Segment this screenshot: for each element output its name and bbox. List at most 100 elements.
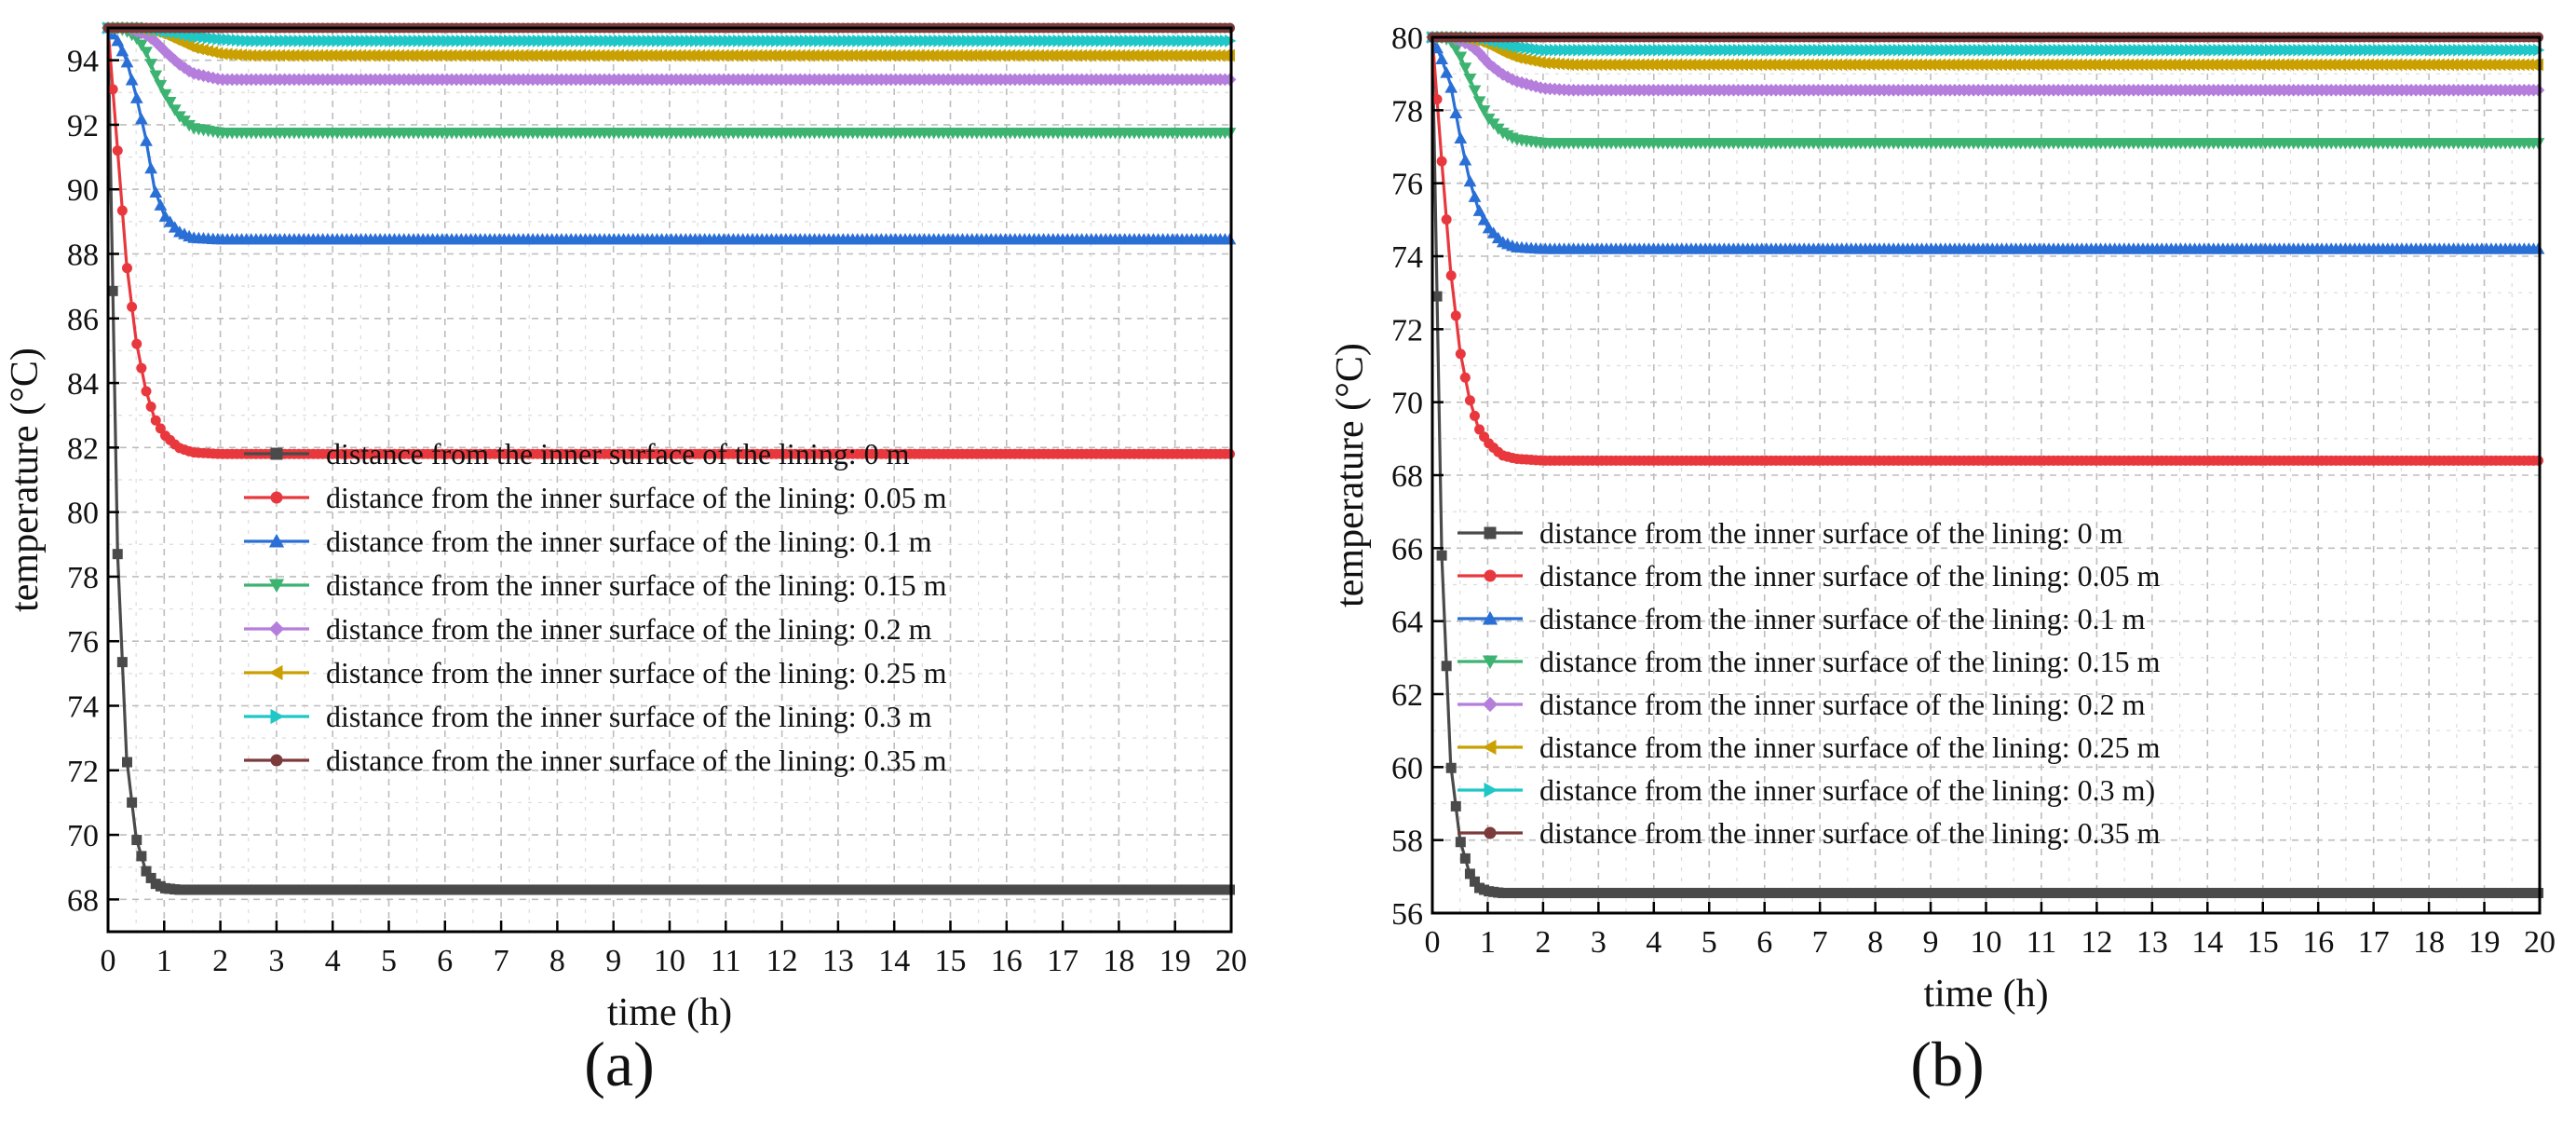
x-tick-label: 16 [2302, 925, 2334, 960]
data-point [1455, 837, 1466, 848]
legend-item: distance from the inner surface of the l… [244, 568, 947, 602]
legend-label: distance from the inner surface of the l… [326, 437, 910, 471]
data-point [141, 866, 152, 877]
data-point [1440, 66, 1454, 78]
data-point [149, 70, 163, 82]
data-point [107, 285, 118, 296]
x-tick-label: 3 [268, 944, 284, 978]
data-point [1224, 884, 1235, 895]
legend-item: distance from the inner surface of the l… [1457, 730, 2161, 764]
data-point [107, 84, 118, 95]
legend-item: distance from the inner surface of the l… [244, 437, 910, 471]
data-point [1445, 762, 1457, 773]
data-point [1223, 128, 1237, 140]
data-point [125, 74, 139, 86]
x-tick-label: 4 [325, 944, 341, 978]
data-point [211, 47, 224, 60]
legend-marker [1484, 526, 1497, 539]
legend-marker [270, 447, 283, 460]
data-point [1458, 154, 1472, 166]
x-tick-label: 20 [2524, 925, 2556, 960]
axis-ticks: 0 1 2 3 4 5 6 7 8 9 10 11 12 13 14 15 16 17 18 19 2068707274… [67, 45, 1247, 978]
data-point [1515, 52, 1527, 65]
x-tick-label: 9 [1923, 925, 1939, 960]
x-tick-label: 20 [1215, 944, 1247, 978]
legend-marker [268, 579, 285, 593]
series-b-6 [1427, 31, 2545, 57]
x-axis-label: time (h) [1923, 973, 2048, 1016]
data-point [1472, 96, 1486, 108]
series-b-5 [1426, 31, 2544, 72]
data-point [141, 386, 152, 397]
x-tick-label: 4 [1646, 925, 1661, 960]
data-point [1463, 74, 1477, 86]
y-tick-label: 84 [67, 367, 99, 402]
data-point [1534, 56, 1546, 69]
data-point [1430, 41, 1444, 54]
series-a-6 [102, 21, 1237, 48]
data-point [140, 47, 153, 59]
y-tick-label: 74 [1391, 240, 1423, 275]
legend-label: distance from the inner surface of the l… [1539, 602, 2146, 635]
data-point [115, 45, 129, 57]
data-point [1459, 853, 1471, 864]
y-tick-label: 70 [1391, 387, 1423, 421]
y-tick-label: 58 [1391, 825, 1423, 859]
x-tick-label: 12 [2081, 925, 2112, 960]
legend-item: distance from the inner surface of the l… [244, 481, 947, 514]
data-point [145, 872, 156, 883]
x-tick-label: 16 [991, 944, 1023, 978]
legend-label: distance from the inner surface of the l… [326, 744, 947, 777]
data-point [1525, 54, 1537, 67]
data-point [122, 757, 133, 768]
data-point [149, 185, 163, 198]
legend-item: distance from the inner surface of the l… [244, 612, 932, 646]
data-point [116, 657, 128, 668]
y-tick-label: 82 [67, 431, 99, 466]
data-point [1223, 233, 1237, 245]
y-axis-label: temperature (°C) [1329, 343, 1372, 607]
data-point [154, 198, 168, 211]
y-tick-label: 62 [1391, 678, 1423, 713]
x-tick-label: 1 [1480, 925, 1496, 960]
panel-label: (b) [1910, 1029, 1984, 1099]
legend-label: distance from the inner surface of the l… [326, 656, 947, 689]
data-point [144, 59, 158, 71]
legend-item: distance from the inner surface of the l… [244, 525, 932, 558]
data-point [127, 301, 138, 312]
legend-item: distance from the inner surface of the l… [244, 700, 932, 733]
x-tick-label: 2 [1535, 925, 1551, 960]
data-point [1435, 52, 1448, 64]
data-point [1444, 81, 1458, 93]
data-point [1431, 94, 1443, 105]
x-tick-label: 5 [381, 944, 397, 978]
x-tick-label: 12 [766, 944, 798, 978]
data-point [1459, 372, 1471, 383]
x-tick-label: 14 [2191, 925, 2223, 960]
y-tick-label: 70 [67, 819, 99, 853]
x-tick-label: 3 [1591, 925, 1607, 960]
x-tick-label: 13 [822, 944, 854, 978]
legend: distance from the inner surface of the l… [1457, 516, 2161, 850]
data-point [1486, 61, 1500, 75]
data-point [1454, 131, 1468, 144]
legend-label: distance from the inner surface of the l… [326, 612, 932, 646]
legend-item: distance from the inner surface of the l… [1457, 773, 2155, 807]
y-tick-label: 76 [1391, 168, 1423, 202]
data-point [1454, 51, 1468, 63]
data-point [1450, 310, 1461, 321]
series-b-2 [1426, 31, 2545, 254]
series-a-4 [102, 21, 1237, 87]
x-tick-label: 15 [2247, 925, 2279, 960]
data-point [122, 263, 133, 274]
data-point [1449, 106, 1463, 119]
data-point [131, 835, 142, 846]
data-point [131, 338, 142, 349]
x-tick-label: 8 [549, 944, 565, 978]
y-tick-label: 72 [67, 755, 99, 789]
series-b-3 [1426, 32, 2545, 150]
y-tick-label: 80 [1391, 21, 1423, 56]
legend-item: distance from the inner surface of the l… [1457, 816, 2161, 850]
legend-label: distance from the inner surface of the l… [326, 700, 932, 733]
data-point [116, 205, 128, 216]
